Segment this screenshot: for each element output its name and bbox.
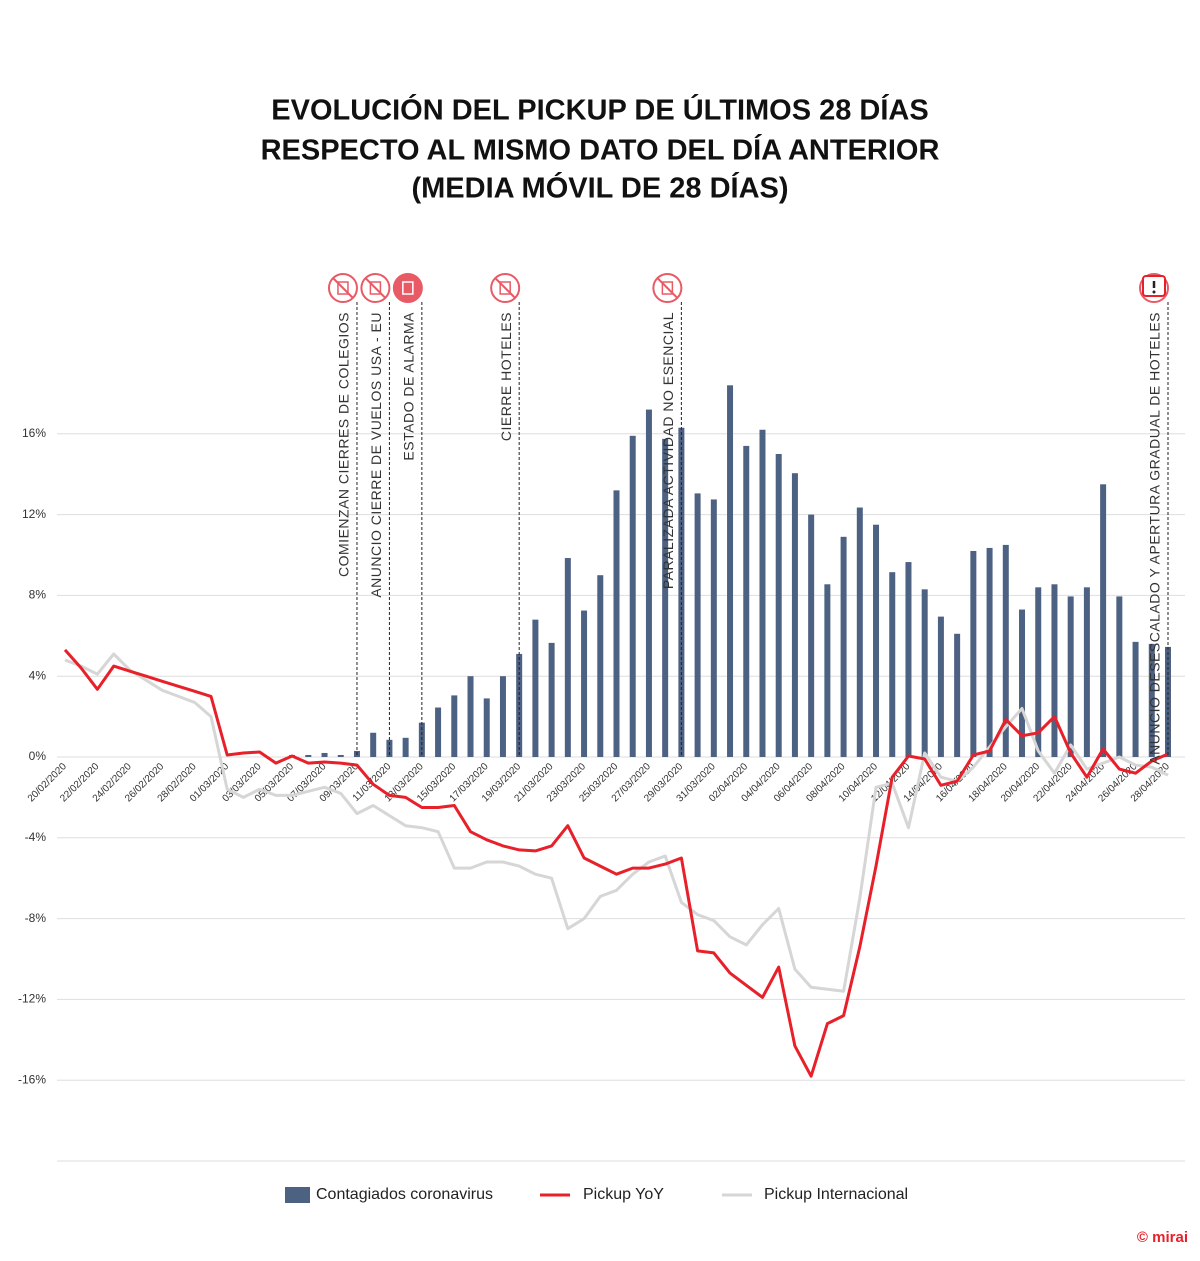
- icon-glyph: [499, 281, 511, 295]
- legend-swatch: [285, 1187, 310, 1203]
- bar: [1002, 544, 1009, 757]
- annotation-icon: [490, 273, 521, 303]
- bar: [727, 385, 734, 757]
- annotation-text: ANUNCIO CIERRE DE VUELOS USA - EU: [368, 312, 384, 598]
- bar: [694, 493, 701, 757]
- icon-circle: [392, 273, 423, 303]
- bar: [1035, 587, 1042, 757]
- bar: [581, 610, 588, 757]
- bar: [840, 536, 847, 757]
- legend-label: Pickup Internacional: [764, 1186, 908, 1203]
- icon-slash: [364, 277, 387, 299]
- bar: [954, 633, 961, 757]
- bar: [791, 473, 798, 757]
- bar: [808, 514, 815, 757]
- legend-label: Pickup YoY: [583, 1186, 664, 1203]
- bar: [435, 707, 442, 757]
- bar: [483, 698, 490, 757]
- credit: © mirai: [1137, 1229, 1188, 1246]
- annotation-icon: [360, 273, 391, 303]
- bar: [613, 490, 620, 757]
- bar: [1083, 587, 1090, 757]
- chart-title: EVOLUCIÓN DEL PICKUP DE ÚLTIMOS 28 DÍAS: [271, 93, 928, 127]
- bar: [629, 435, 636, 757]
- bar: [662, 438, 669, 757]
- bar: [824, 584, 831, 757]
- bar: [743, 445, 750, 757]
- bar: [645, 409, 652, 757]
- bar: [905, 562, 912, 757]
- bar: [970, 550, 977, 757]
- bar: [759, 429, 766, 757]
- annotation-icon: [327, 273, 358, 303]
- y-tick-label: 4%: [29, 668, 47, 682]
- bar: [467, 676, 474, 757]
- annotation-text: ANUNCIO DESESCALADO Y APERTURA GRADUAL D…: [1147, 312, 1163, 765]
- icon-glyph: [402, 281, 414, 295]
- bar: [1165, 646, 1171, 757]
- icon-slash: [656, 277, 679, 299]
- annotation-text: COMIENZAN CIERRES DE COLEGIOS: [336, 312, 352, 577]
- y-tick-label: 16%: [22, 426, 46, 440]
- bar: [564, 558, 571, 757]
- y-tick-label: -16%: [18, 1072, 46, 1086]
- icon-glyph: [661, 281, 674, 295]
- y-tick-label: 0%: [29, 749, 47, 763]
- bar: [710, 499, 717, 757]
- bar: [1148, 643, 1155, 757]
- icon-slash: [332, 277, 354, 299]
- y-tick-label: -8%: [25, 911, 47, 925]
- bar: [1019, 609, 1026, 757]
- annotation-icon: [652, 273, 683, 303]
- y-tick-label: 12%: [22, 507, 46, 521]
- bar: [986, 547, 993, 757]
- bar: [402, 737, 409, 757]
- annotation-text: CIERRE HOTELES: [498, 312, 514, 441]
- line: [63, 648, 1169, 1078]
- bar: [775, 454, 782, 757]
- y-tick-label: -12%: [18, 992, 46, 1006]
- annotation-text: ESTADO DE ALARMA: [401, 312, 417, 461]
- bar: [305, 754, 312, 757]
- bar: [370, 732, 377, 757]
- bar: [451, 695, 458, 757]
- bar: [597, 575, 604, 757]
- bar: [516, 653, 523, 757]
- bar: [1100, 484, 1107, 757]
- bar: [889, 572, 896, 757]
- y-tick-label: 8%: [29, 588, 47, 602]
- bar: [532, 619, 539, 757]
- annotation-icon: [1139, 273, 1169, 303]
- bar: [337, 754, 344, 757]
- bar: [499, 676, 506, 757]
- bar: [856, 507, 863, 757]
- bar: [921, 589, 928, 757]
- icon-glyph: [369, 281, 382, 295]
- bar: [937, 616, 944, 757]
- icon-slash: [494, 277, 516, 299]
- icon-dot: [1152, 290, 1156, 294]
- chart-title: (MEDIA MÓVIL DE 28 DÍAS): [411, 171, 788, 205]
- annotation-icon: [392, 273, 423, 303]
- chart-title: RESPECTO AL MISMO DATO DEL DÍA ANTERIOR: [261, 133, 940, 167]
- legend-label: Contagiados coronavirus: [316, 1186, 493, 1203]
- bar: [873, 524, 880, 757]
- icon-glyph: [337, 281, 349, 295]
- y-tick-label: -4%: [25, 830, 47, 844]
- bar: [1051, 584, 1058, 757]
- bar: [1116, 596, 1123, 757]
- bar: [1067, 596, 1074, 757]
- bar: [548, 642, 555, 757]
- annotation-text: PARALIZADA ACTIVIDAD NO ESENCIAL: [660, 312, 676, 589]
- bar: [321, 752, 328, 757]
- bar: [1132, 641, 1139, 757]
